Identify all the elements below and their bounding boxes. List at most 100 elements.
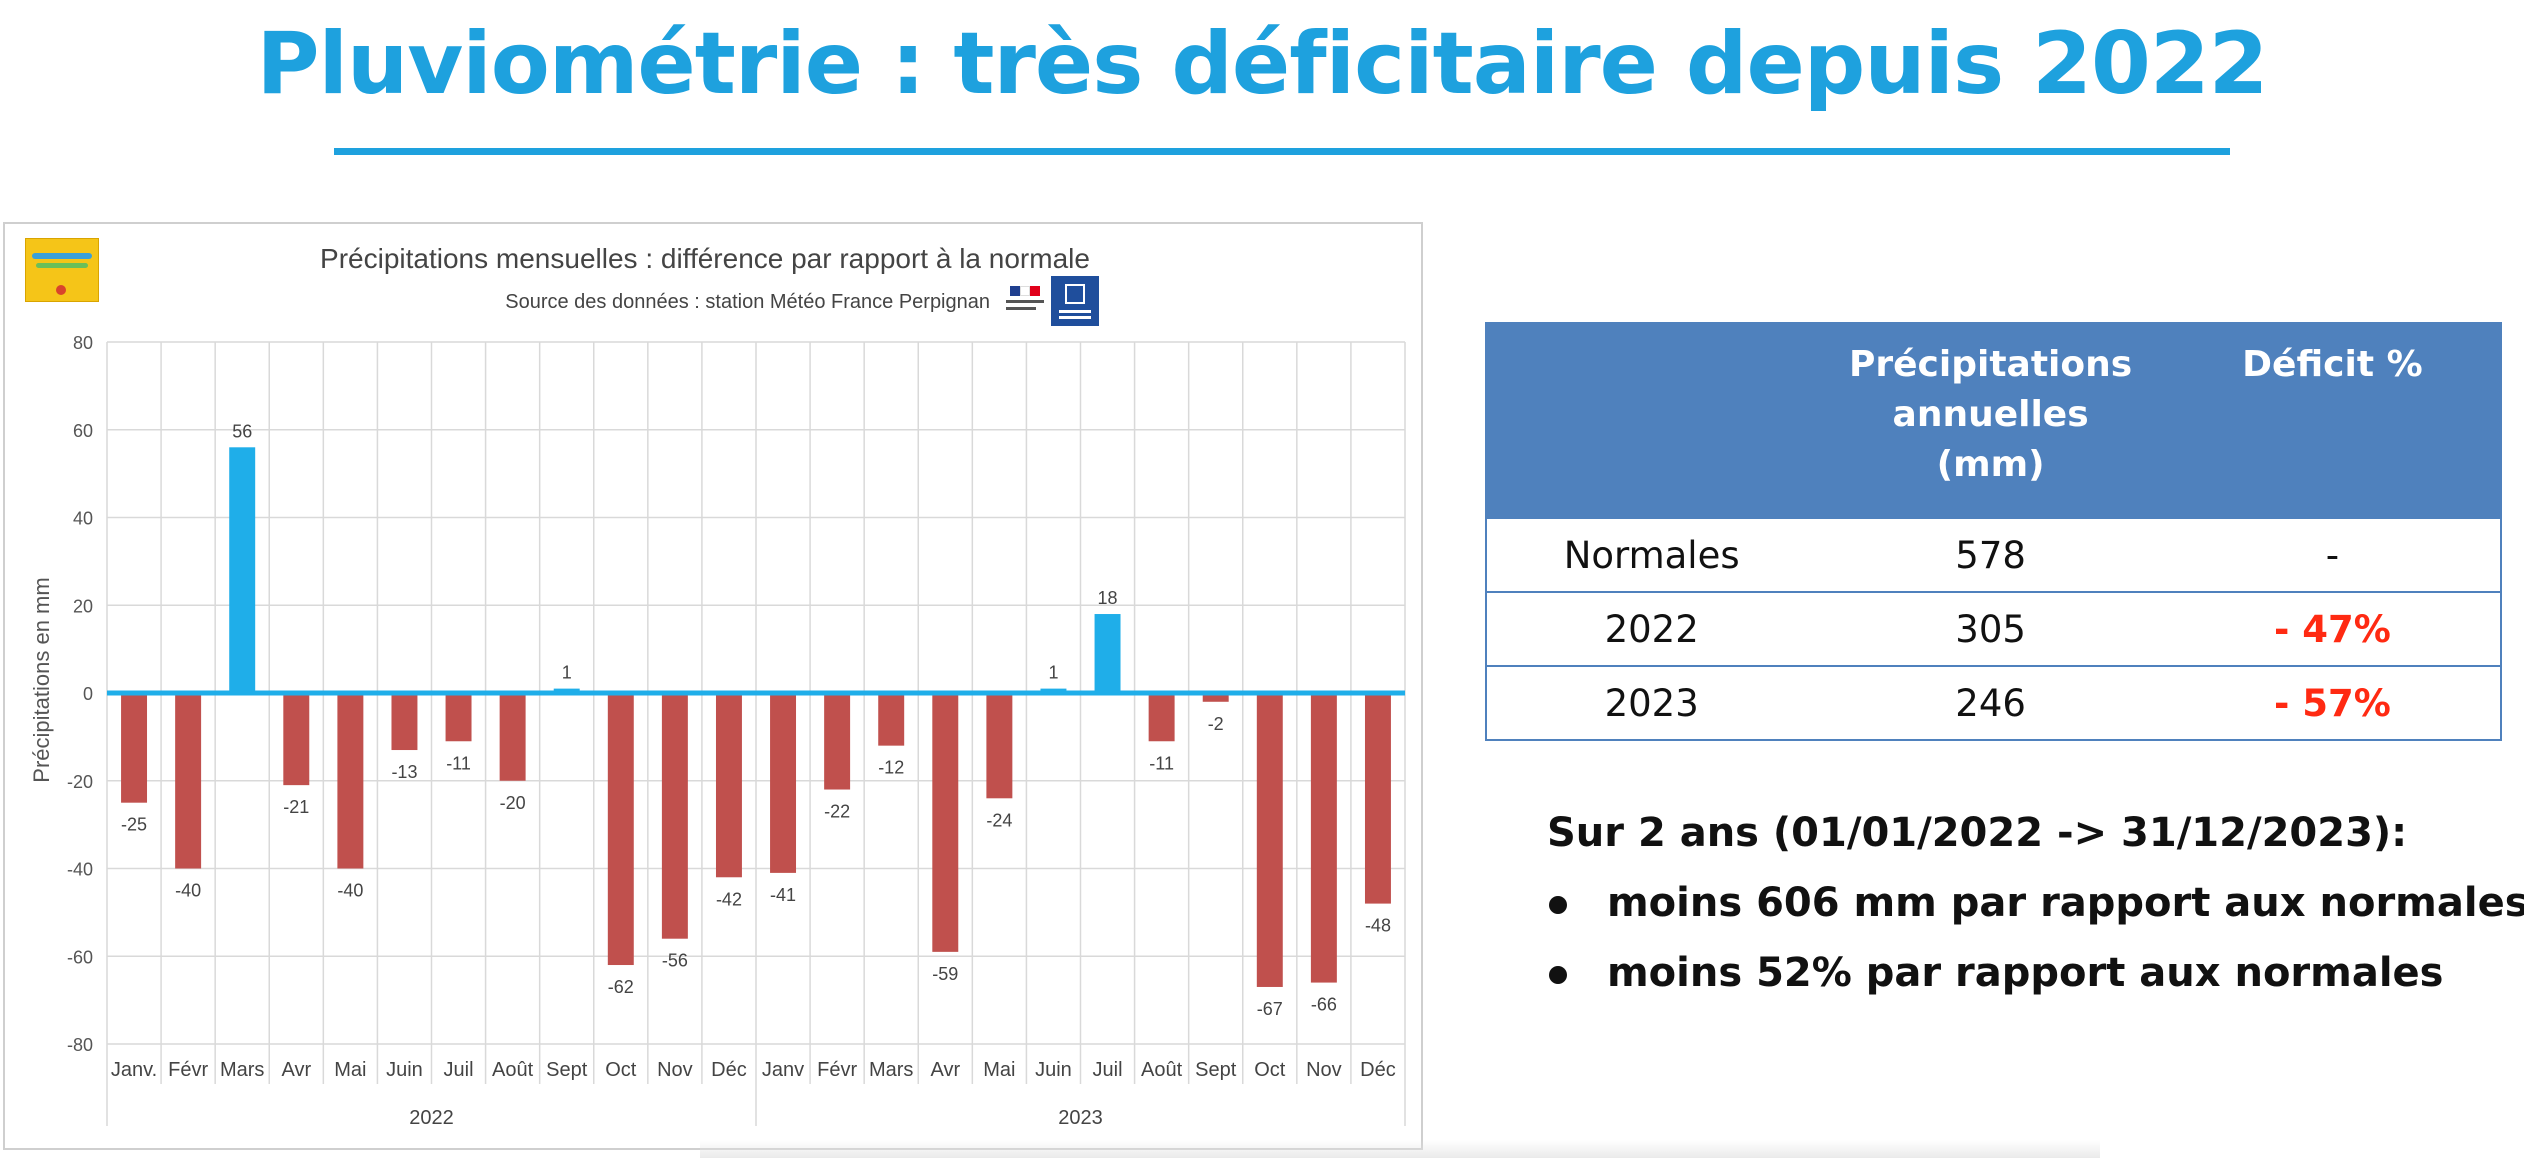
bottom-shadow xyxy=(700,1140,2100,1158)
data-label: 56 xyxy=(232,421,252,441)
row-precip: 246 xyxy=(1816,665,2165,740)
y-tick-label: 60 xyxy=(73,421,93,441)
bar-sept-2023 xyxy=(1202,693,1229,702)
data-label: 18 xyxy=(1098,588,1118,608)
bar-févr-2022 xyxy=(175,693,202,869)
row-deficit: - 47% xyxy=(2164,591,2501,666)
x-tick-label: Févr xyxy=(168,1059,208,1081)
bar-juil-2023 xyxy=(1094,614,1121,693)
x-tick-label: Mars xyxy=(869,1059,913,1081)
y-tick-label: -40 xyxy=(67,860,93,880)
slide-title: Pluviométrie : très déficitaire depuis 2… xyxy=(256,14,2268,114)
meteo-france-logo-icon xyxy=(1051,276,1099,326)
x-tick-label: Nov xyxy=(1306,1059,1342,1081)
data-label: -22 xyxy=(824,802,850,822)
x-tick-label: Oct xyxy=(1254,1059,1286,1081)
data-label: -48 xyxy=(1365,916,1391,936)
data-label: 1 xyxy=(562,663,572,683)
syndicat-logo-icon xyxy=(25,238,99,302)
table-header-row: Précipitations annuelles (mm) Déficit % xyxy=(1486,323,2501,518)
y-tick-label: 40 xyxy=(73,509,93,529)
bar-août-2023 xyxy=(1148,693,1175,742)
bar-avr-2022 xyxy=(283,693,310,786)
y-tick-label: -20 xyxy=(67,772,93,792)
x-tick-label: Juil xyxy=(444,1059,474,1081)
summary-bullet: moins 606 mm par rapport aux normales xyxy=(1547,880,2524,926)
data-label: -21 xyxy=(283,797,309,817)
x-tick-label: Sept xyxy=(1195,1059,1237,1081)
bar-févr-2023 xyxy=(824,693,851,790)
row-label: 2023 xyxy=(1486,665,1817,740)
table-header-deficit: Déficit % xyxy=(2164,323,2501,518)
x-tick-label: Déc xyxy=(711,1059,747,1081)
row-label: 2022 xyxy=(1486,591,1817,666)
bar-oct-2023 xyxy=(1256,693,1283,987)
bar-avr-2023 xyxy=(932,693,959,952)
bar-juil-2022 xyxy=(445,693,472,742)
data-label: -25 xyxy=(121,815,147,835)
row-deficit: - 57% xyxy=(2164,665,2501,740)
bar-déc-2022 xyxy=(715,693,742,878)
data-label: -40 xyxy=(175,881,201,901)
bar-juin-2022 xyxy=(391,693,418,751)
data-label: 1 xyxy=(1048,663,1058,683)
y-tick-label: 0 xyxy=(83,684,93,704)
table-row: 2022 305 - 47% xyxy=(1486,591,2501,666)
x-tick-label: Févr xyxy=(817,1059,857,1081)
x-tick-label: Oct xyxy=(605,1059,637,1081)
chart-subtitle: Source des données : station Météo Franc… xyxy=(505,291,990,313)
data-label: -24 xyxy=(986,810,1012,830)
x-tick-label: Mars xyxy=(220,1059,264,1081)
data-label: -42 xyxy=(716,889,742,909)
header-precip-line: annuelles xyxy=(1892,394,2089,435)
chart-panel: Précipitations mensuelles : différence p… xyxy=(3,222,1423,1150)
summary-heading: Sur 2 ans (01/01/2022 -> 31/12/2023): xyxy=(1547,810,2408,856)
x-tick-label: Juin xyxy=(386,1059,423,1081)
bar-oct-2022 xyxy=(607,693,634,966)
y-tick-label: -60 xyxy=(67,947,93,967)
data-label: -40 xyxy=(337,881,363,901)
x-tick-label: Janv. xyxy=(111,1059,157,1081)
title-underline xyxy=(334,148,2230,155)
header-precip-line: (mm) xyxy=(1936,444,2045,485)
bar-août-2022 xyxy=(499,693,526,781)
year-group-label: 2022 xyxy=(409,1107,454,1129)
header-deficit-line: Déficit % xyxy=(2242,344,2423,385)
row-label: Normales xyxy=(1486,517,1817,592)
data-label: -62 xyxy=(608,977,634,997)
y-axis-label: Précipitations en mm xyxy=(29,577,54,782)
bar-déc-2023 xyxy=(1364,693,1391,904)
table-header-precip: Précipitations annuelles (mm) xyxy=(1816,323,2165,518)
bullet-icon xyxy=(1547,950,1607,996)
republique-francaise-logo-icon xyxy=(1002,282,1048,326)
chart-title: Précipitations mensuelles : différence p… xyxy=(320,243,1090,274)
row-precip: 305 xyxy=(1816,591,2165,666)
year-group-label: 2023 xyxy=(1058,1107,1103,1129)
x-tick-label: Avr xyxy=(281,1059,311,1081)
data-label: -41 xyxy=(770,885,796,905)
bar-janv-2022 xyxy=(121,693,148,803)
x-tick-label: Juil xyxy=(1093,1059,1123,1081)
x-tick-label: Janv xyxy=(762,1059,804,1081)
x-tick-label: Mai xyxy=(334,1059,366,1081)
table-row: Normales 578 - xyxy=(1486,517,2501,592)
x-tick-label: Nov xyxy=(657,1059,693,1081)
data-label: -2 xyxy=(1208,714,1224,734)
x-tick-label: Déc xyxy=(1360,1059,1396,1081)
x-tick-label: Juin xyxy=(1035,1059,1072,1081)
x-tick-label: Sept xyxy=(546,1059,588,1081)
data-label: -66 xyxy=(1311,995,1337,1015)
y-tick-label: 20 xyxy=(73,596,93,616)
x-tick-label: Août xyxy=(1141,1059,1183,1081)
data-label: -56 xyxy=(662,951,688,971)
y-tick-label: 80 xyxy=(73,333,93,353)
row-precip: 578 xyxy=(1816,517,2165,592)
summary-bullet: moins 52% par rapport aux normales xyxy=(1547,950,2443,996)
bar-janv-2023 xyxy=(770,693,797,873)
x-tick-label: Août xyxy=(492,1059,534,1081)
data-label: -12 xyxy=(878,758,904,778)
bar-mai-2022 xyxy=(337,693,364,869)
y-tick-label: -80 xyxy=(67,1035,93,1055)
data-label: -11 xyxy=(1149,753,1174,773)
data-label: -59 xyxy=(932,964,958,984)
